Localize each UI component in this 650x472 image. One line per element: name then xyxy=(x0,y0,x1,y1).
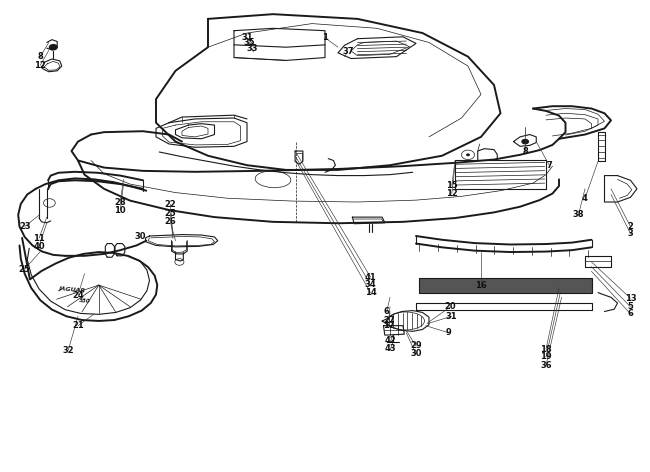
Text: 4: 4 xyxy=(582,194,588,203)
Text: 8: 8 xyxy=(523,146,528,156)
Text: 29: 29 xyxy=(410,341,422,351)
Circle shape xyxy=(466,153,470,156)
Text: 9: 9 xyxy=(446,328,451,337)
Text: 36: 36 xyxy=(540,361,552,370)
Text: 23: 23 xyxy=(19,222,31,231)
Text: 12: 12 xyxy=(446,189,458,198)
Text: 37: 37 xyxy=(342,47,354,57)
Text: 16: 16 xyxy=(475,281,487,290)
Text: 41: 41 xyxy=(365,272,376,282)
Text: 21: 21 xyxy=(72,321,84,330)
Circle shape xyxy=(521,139,529,144)
Text: 25: 25 xyxy=(164,209,176,218)
Text: JAGUAR: JAGUAR xyxy=(58,287,85,294)
Text: 30: 30 xyxy=(410,349,422,359)
Text: 15: 15 xyxy=(446,181,458,190)
Text: 7: 7 xyxy=(547,160,552,170)
Text: 19: 19 xyxy=(540,352,552,362)
Text: 20: 20 xyxy=(445,302,456,312)
Text: 35: 35 xyxy=(243,38,255,47)
Text: 24: 24 xyxy=(72,290,84,300)
Text: 30: 30 xyxy=(134,232,146,242)
Bar xyxy=(419,278,592,293)
Circle shape xyxy=(49,44,58,51)
Text: 26: 26 xyxy=(164,217,176,227)
Text: 14: 14 xyxy=(365,288,376,297)
Text: 11: 11 xyxy=(33,234,45,243)
Text: 27: 27 xyxy=(383,315,395,325)
Text: 28: 28 xyxy=(114,197,126,207)
Text: 31: 31 xyxy=(446,312,458,321)
Text: 3: 3 xyxy=(628,229,633,238)
Text: 25: 25 xyxy=(19,264,31,274)
Text: 40: 40 xyxy=(33,242,45,251)
Text: 18: 18 xyxy=(540,345,552,354)
Text: 22: 22 xyxy=(164,200,176,209)
Text: 2: 2 xyxy=(627,222,634,231)
Text: 17: 17 xyxy=(383,321,395,330)
Text: 31: 31 xyxy=(241,33,253,42)
Text: 1: 1 xyxy=(322,33,328,42)
Text: 33: 33 xyxy=(246,44,258,53)
Text: 6: 6 xyxy=(384,307,390,316)
Text: 10: 10 xyxy=(114,205,126,215)
Text: 38: 38 xyxy=(573,210,584,219)
Text: 5: 5 xyxy=(627,302,634,312)
Text: 550: 550 xyxy=(79,298,90,304)
Text: 34: 34 xyxy=(365,280,376,289)
Text: 12: 12 xyxy=(34,60,46,70)
Text: 42: 42 xyxy=(385,336,396,346)
Text: 6: 6 xyxy=(627,309,634,319)
Text: 13: 13 xyxy=(625,294,636,303)
Text: 43: 43 xyxy=(385,344,396,354)
Text: 8: 8 xyxy=(38,52,43,61)
Text: 32: 32 xyxy=(62,346,74,355)
